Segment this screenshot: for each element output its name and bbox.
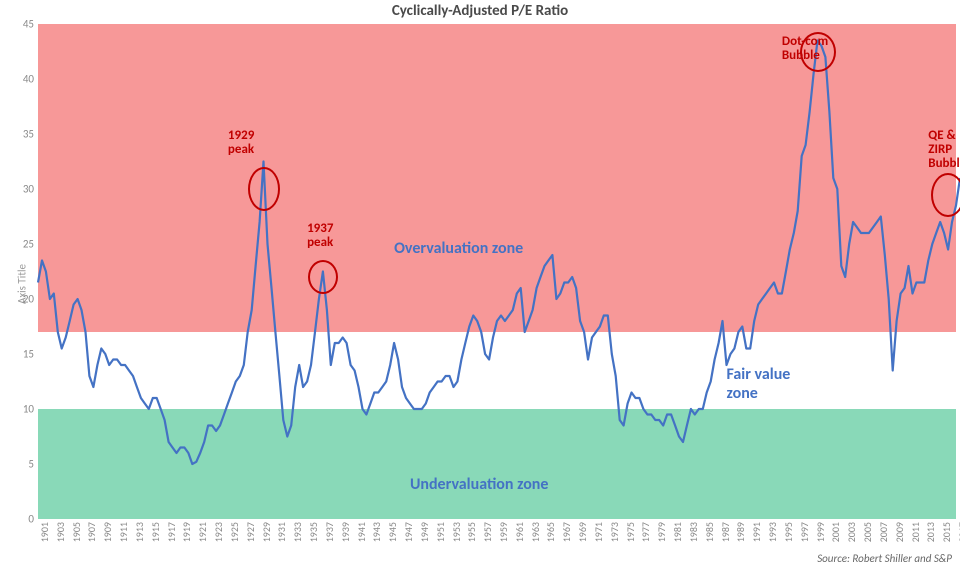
- x-tick: 1933: [291, 522, 304, 542]
- x-tick: 1907: [85, 522, 98, 542]
- x-tick: 2001: [829, 522, 842, 542]
- y-tick: 5: [10, 458, 34, 471]
- x-tick: 1967: [560, 522, 573, 542]
- annotation-qe-zirp: QE & ZIRP Bubble: [928, 129, 960, 172]
- x-tick: 1923: [212, 522, 225, 542]
- x-tick: 2011: [909, 522, 922, 542]
- x-tick: 1953: [450, 522, 463, 542]
- source-attribution: Source: Robert Shiller and S&P: [817, 552, 952, 565]
- x-tick: 1935: [307, 522, 320, 542]
- x-tick: 1917: [165, 522, 178, 542]
- x-tick: 1985: [703, 522, 716, 542]
- x-tick: 1973: [608, 522, 621, 542]
- circle-1929: [248, 167, 280, 211]
- x-tick: 1903: [54, 522, 67, 542]
- x-tick: 1989: [734, 522, 747, 542]
- x-tick: 1951: [434, 522, 447, 542]
- x-tick: 1949: [418, 522, 431, 542]
- x-tick: 1983: [687, 522, 700, 542]
- chart-title: Cyclically-Adjusted P/E Ratio: [0, 2, 960, 20]
- x-tick: 1969: [576, 522, 589, 542]
- x-tick: 1959: [497, 522, 510, 542]
- x-tick: 2013: [924, 522, 937, 542]
- y-tick: 35: [10, 128, 34, 141]
- x-tick: 1979: [655, 522, 668, 542]
- x-tick: 2009: [893, 522, 906, 542]
- x-tick: 1961: [513, 522, 526, 542]
- x-tick: 1929: [260, 522, 273, 542]
- x-tick: 1957: [481, 522, 494, 542]
- x-tick: 1965: [544, 522, 557, 542]
- x-tick: 1991: [750, 522, 763, 542]
- x-tick: 1981: [671, 522, 684, 542]
- circle-dotcom: [800, 32, 836, 72]
- y-tick: 10: [10, 403, 34, 416]
- y-tick: 30: [10, 183, 34, 196]
- x-tick: 1913: [133, 522, 146, 542]
- x-tick: 1941: [355, 522, 368, 542]
- x-tick: 1943: [370, 522, 383, 542]
- x-tick: 2017: [956, 522, 960, 542]
- y-tick: 0: [10, 513, 34, 526]
- x-tick: 1947: [402, 522, 415, 542]
- x-tick: 2003: [845, 522, 858, 542]
- x-tick: 1927: [244, 522, 257, 542]
- x-tick: 2005: [861, 522, 874, 542]
- annotation-under-zone: Undervaluation zone: [410, 475, 549, 494]
- cape-chart: Cyclically-Adjusted P/E Ratio Axis Title…: [0, 0, 960, 567]
- x-tick: 1963: [529, 522, 542, 542]
- x-tick: 1919: [180, 522, 193, 542]
- x-tick: 1993: [766, 522, 779, 542]
- cape-line-series: [38, 24, 956, 519]
- x-tick: 1937: [323, 522, 336, 542]
- y-tick: 20: [10, 293, 34, 306]
- y-tick: 40: [10, 73, 34, 86]
- x-tick: 1997: [798, 522, 811, 542]
- x-tick: 2007: [877, 522, 890, 542]
- x-tick: 1995: [782, 522, 795, 542]
- x-tick: 1987: [719, 522, 732, 542]
- annotation-fair-zone: Fair value zone: [727, 365, 791, 403]
- y-tick: 25: [10, 238, 34, 251]
- annotation-peak-1929: 1929 peak: [228, 129, 254, 158]
- x-tick: 1915: [149, 522, 162, 542]
- y-tick: 15: [10, 348, 34, 361]
- x-tick: 1921: [196, 522, 209, 542]
- chart-plot-area: [38, 24, 956, 519]
- circle-qezirp: [931, 173, 960, 217]
- x-tick: 1931: [275, 522, 288, 542]
- x-tick: 1901: [38, 522, 51, 542]
- x-tick: 1999: [814, 522, 827, 542]
- x-tick: 1905: [70, 522, 83, 542]
- circle-1937: [308, 260, 338, 294]
- x-tick: 1909: [101, 522, 114, 542]
- x-tick: 1971: [592, 522, 605, 542]
- x-tick: 1975: [624, 522, 637, 542]
- x-tick: 1911: [117, 522, 130, 542]
- x-tick: 1977: [639, 522, 652, 542]
- x-tick: 1925: [228, 522, 241, 542]
- x-tick: 1939: [339, 522, 352, 542]
- y-tick: 45: [10, 18, 34, 31]
- x-tick: 2015: [940, 522, 953, 542]
- x-tick: 1945: [386, 522, 399, 542]
- x-tick: 1955: [465, 522, 478, 542]
- annotation-over-zone: Overvaluation zone: [394, 239, 523, 258]
- annotation-peak-1937: 1937 peak: [307, 222, 333, 251]
